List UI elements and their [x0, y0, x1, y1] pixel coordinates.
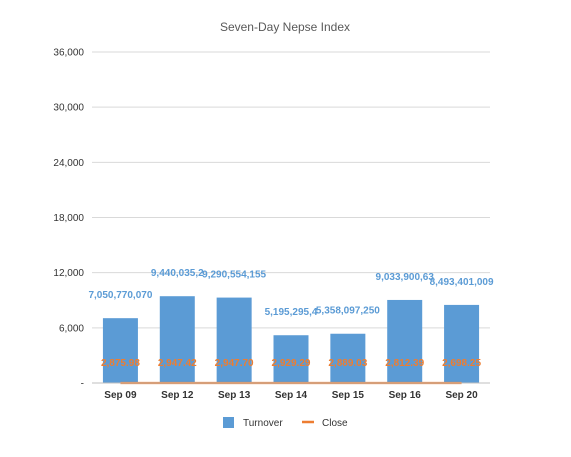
turnover-bar: [387, 299, 423, 383]
turnover-data-label: 7,050,770,070: [88, 290, 152, 301]
legend-turnover-label: Turnover: [243, 418, 283, 429]
turnover-bar: [330, 333, 366, 383]
x-tick-label: Sep 20: [445, 390, 478, 401]
turnover-bar: [273, 335, 309, 383]
turnover-bar: [444, 304, 480, 383]
close-data-labels: 2,875.98 2,947.42 2,947.70 2,929.29 2,889.03…: [101, 358, 482, 369]
close-data-label: 2,947.42: [158, 358, 197, 369]
x-tick-label: Sep 14: [275, 390, 308, 401]
y-tick-label: 30,000: [53, 103, 84, 114]
y-axis-ticks: - 6,000 12,000 18,000 24,000 30,000 36,000: [53, 48, 84, 390]
legend-turnover-swatch: [223, 417, 234, 428]
turnover-data-label: 5,358,097,250: [316, 306, 380, 317]
chart-title: Seven-Day Nepse Index: [220, 20, 350, 34]
x-tick-label: Sep 13: [218, 390, 251, 401]
turnover-data-label: 9,290,554,155: [202, 270, 266, 281]
close-data-label: 2,889.03: [328, 358, 367, 369]
x-tick-label: Sep 09: [104, 390, 137, 401]
gridlines: [92, 51, 490, 329]
x-tick-label: Sep 12: [161, 390, 194, 401]
close-data-label: 2,947.70: [215, 358, 254, 369]
legend: Turnover Close: [223, 417, 348, 429]
y-tick-label: 6,000: [59, 323, 84, 334]
close-data-label: 2,698.25: [442, 358, 481, 369]
y-tick-label: 36,000: [53, 48, 84, 59]
turnover-bar: [102, 318, 138, 383]
turnover-data-label: 9,033,900,63: [376, 272, 435, 283]
turnover-bar: [216, 297, 252, 383]
x-tick-label: Sep 16: [389, 390, 422, 401]
y-tick-label: 24,000: [53, 158, 84, 169]
x-tick-label: Sep 15: [332, 390, 365, 401]
turnover-bar: [159, 296, 195, 383]
close-data-label: 2,929.29: [272, 358, 311, 369]
turnover-bars: [102, 296, 480, 383]
x-axis-ticks: Sep 09 Sep 12 Sep 13 Sep 14 Sep 15 Sep 16 Sep …: [104, 390, 478, 401]
y-tick-label: -: [81, 379, 84, 390]
turnover-data-labels: 7,050,770,070 9,440,035,29,290,554,155 5,1…: [88, 268, 494, 318]
turnover-data-label: 5,195,295,4: [265, 307, 318, 318]
close-data-label: 2,812.39: [385, 358, 424, 369]
turnover-data-label: 9,440,035,2: [151, 268, 204, 279]
turnover-data-label: 8,493,401,009: [430, 277, 494, 288]
y-tick-label: 12,000: [53, 268, 84, 279]
close-data-label: 2,875.98: [101, 358, 140, 369]
legend-close-label: Close: [322, 418, 348, 429]
y-tick-label: 18,000: [53, 213, 84, 224]
